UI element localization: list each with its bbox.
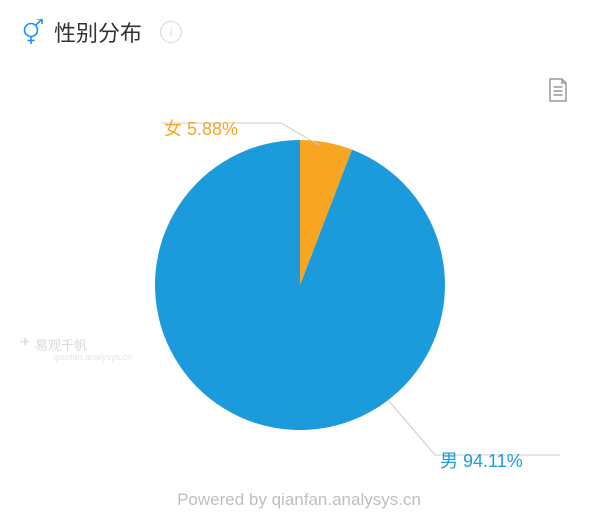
slice-label-男: 男 94.11% [440,447,523,473]
watermark-icon: ✈ [20,335,30,349]
info-icon[interactable]: i [160,21,182,43]
gender-icon [20,19,44,45]
watermark-sub: qianfan.analysys.cn [53,352,132,362]
header: 性别分布 i [0,0,598,48]
footer-attribution: Powered by qianfan.analysys.cn [0,490,598,510]
slice-label-女: 女 5.88% [164,115,238,141]
page-title: 性别分布 [54,16,142,48]
pie-chart: 男 94.11% 女 5.88% [0,60,598,492]
